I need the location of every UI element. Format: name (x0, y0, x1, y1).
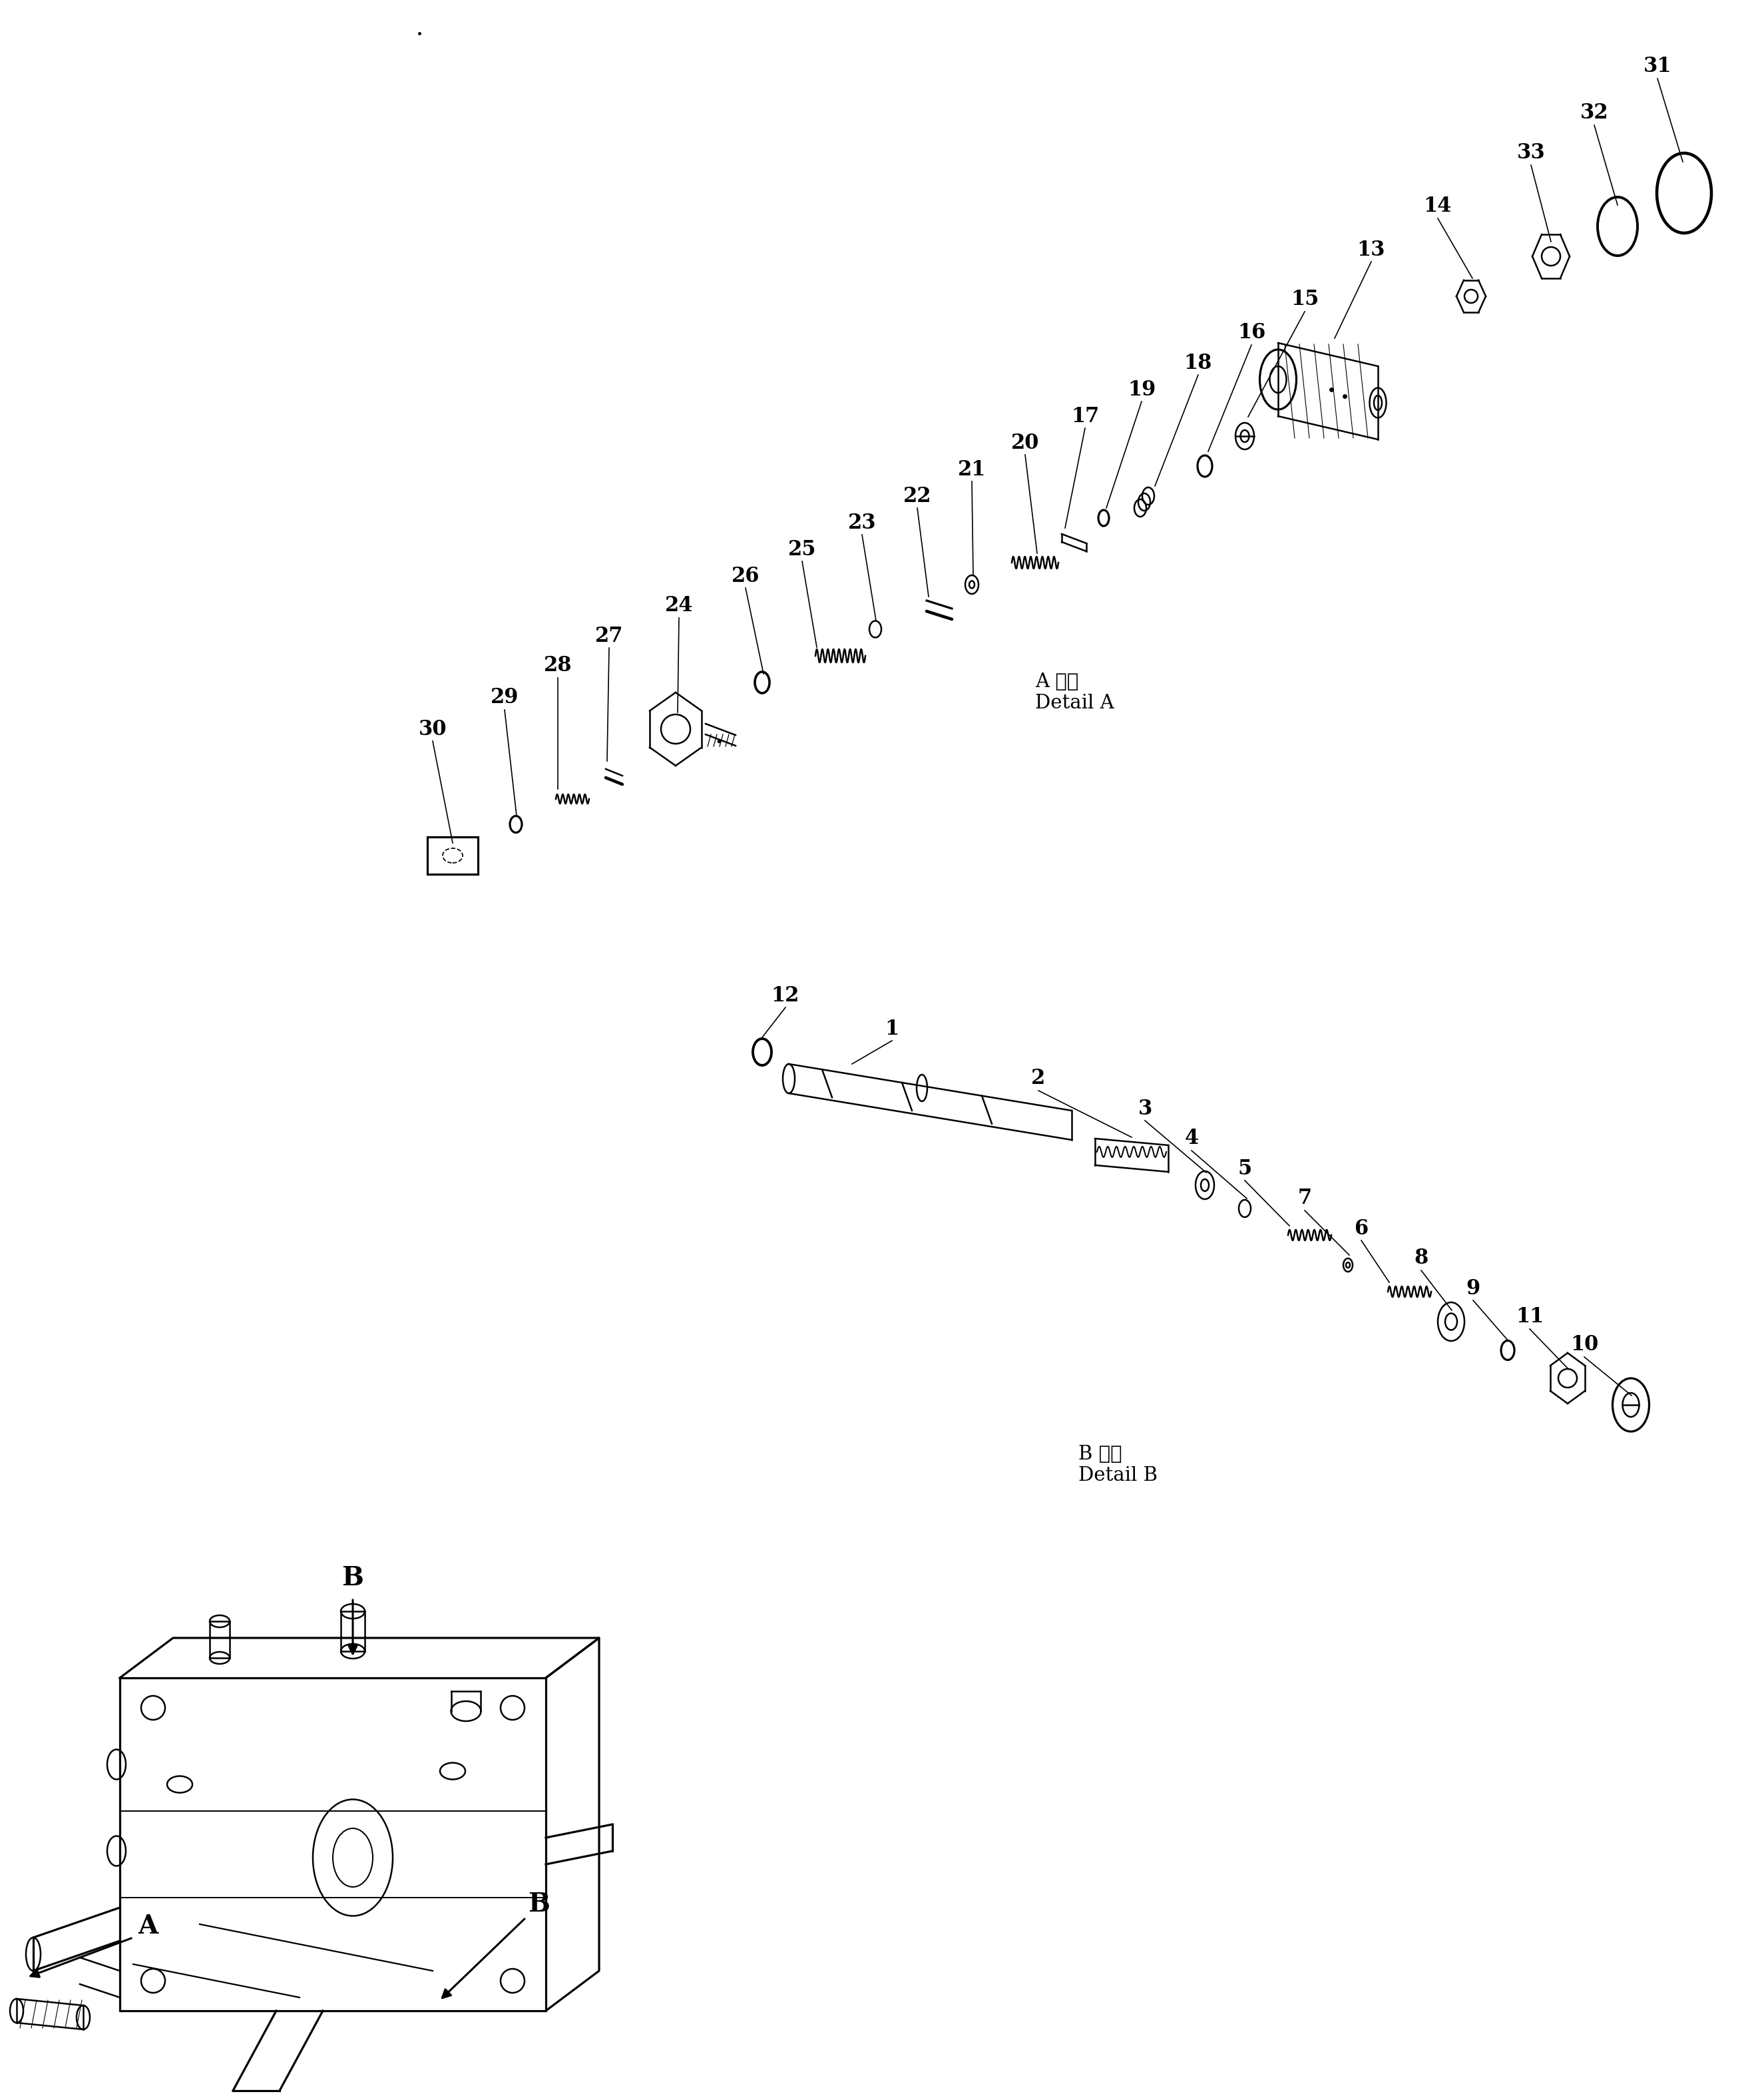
Text: B: B (341, 1565, 364, 1590)
Text: 31: 31 (1644, 57, 1672, 78)
Text: 19: 19 (1127, 380, 1155, 399)
Text: 23: 23 (847, 512, 875, 533)
Text: 22: 22 (904, 485, 932, 506)
Text: 25: 25 (788, 540, 816, 559)
Text: 2: 2 (1032, 1069, 1046, 1090)
Text: 32: 32 (1580, 103, 1609, 124)
Text: B 詳細
Detail B: B 詳細 Detail B (1078, 1445, 1157, 1485)
Text: 30: 30 (418, 718, 447, 739)
Text: 6: 6 (1354, 1218, 1368, 1239)
Text: 8: 8 (1413, 1247, 1427, 1268)
Text: 26: 26 (731, 565, 759, 586)
Text: 17: 17 (1071, 405, 1099, 426)
Text: 20: 20 (1011, 433, 1039, 454)
Text: 9: 9 (1466, 1279, 1480, 1298)
Text: 12: 12 (772, 985, 800, 1006)
Text: 3: 3 (1137, 1098, 1151, 1119)
Text: 33: 33 (1517, 143, 1545, 164)
Text: B: B (527, 1892, 550, 1917)
Text: 14: 14 (1424, 195, 1452, 216)
Text: 15: 15 (1290, 290, 1318, 311)
Text: 1: 1 (884, 1019, 898, 1040)
Text: 7: 7 (1297, 1189, 1311, 1210)
Text: 4: 4 (1185, 1128, 1199, 1149)
Text: A 詳細
Detail A: A 詳細 Detail A (1035, 672, 1115, 712)
Text: 11: 11 (1515, 1306, 1544, 1327)
Text: 21: 21 (958, 460, 986, 479)
Text: 10: 10 (1570, 1336, 1598, 1354)
Text: 13: 13 (1357, 239, 1385, 260)
Text: 18: 18 (1185, 353, 1213, 374)
Text: 16: 16 (1238, 323, 1266, 342)
Text: 27: 27 (594, 626, 622, 647)
Text: A: A (137, 1913, 158, 1938)
Text: 5: 5 (1238, 1159, 1252, 1178)
Text: 29: 29 (490, 687, 519, 708)
Text: 24: 24 (665, 596, 693, 615)
Text: 28: 28 (543, 655, 571, 676)
